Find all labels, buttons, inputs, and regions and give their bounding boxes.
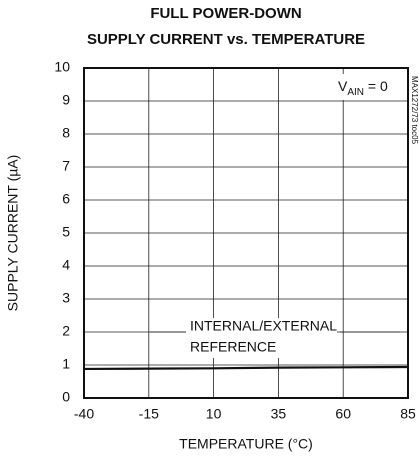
x-tick-label: 10 xyxy=(206,406,222,422)
label-background xyxy=(326,74,402,100)
y-tick-label: 1 xyxy=(62,356,70,372)
data-line xyxy=(83,365,409,371)
x-tick-label: -15 xyxy=(139,406,159,422)
y-tick-label: 8 xyxy=(62,125,70,141)
condition-part: AIN xyxy=(347,87,364,98)
y-tick-label: 4 xyxy=(62,257,70,273)
y-tick-label: 6 xyxy=(62,191,70,207)
label-background xyxy=(186,318,340,358)
y-tick-label: 9 xyxy=(62,92,70,108)
chart-title: FULL POWER-DOWN xyxy=(150,5,301,22)
condition-part: = 0 xyxy=(364,78,388,94)
chart-title: SUPPLY CURRENT vs. TEMPERATURE xyxy=(87,31,365,48)
y-tick-label: 3 xyxy=(62,290,70,306)
y-tick-label: 10 xyxy=(54,59,70,75)
side-note: MAX1272/73 toc05 xyxy=(410,76,419,145)
condition-label: VAIN = 0 xyxy=(338,78,388,98)
condition-part: V xyxy=(338,78,348,94)
plot-frame xyxy=(83,67,409,399)
y-axis-label: SUPPLY CURRENT (µA) xyxy=(5,155,21,312)
y-tick-label: 7 xyxy=(62,158,70,174)
y-tick-label: 0 xyxy=(62,389,70,405)
x-tick-label: 60 xyxy=(335,406,351,422)
y-tick-label: 5 xyxy=(62,224,70,240)
x-tick-label: -40 xyxy=(74,406,94,422)
series-label: REFERENCE xyxy=(190,339,276,355)
series-label: INTERNAL/EXTERNAL xyxy=(190,318,337,334)
y-tick-label: 2 xyxy=(62,323,70,339)
x-tick-label: 85 xyxy=(400,406,416,422)
x-axis-label: TEMPERATURE (°C) xyxy=(179,436,313,452)
x-tick-label: 35 xyxy=(271,406,287,422)
